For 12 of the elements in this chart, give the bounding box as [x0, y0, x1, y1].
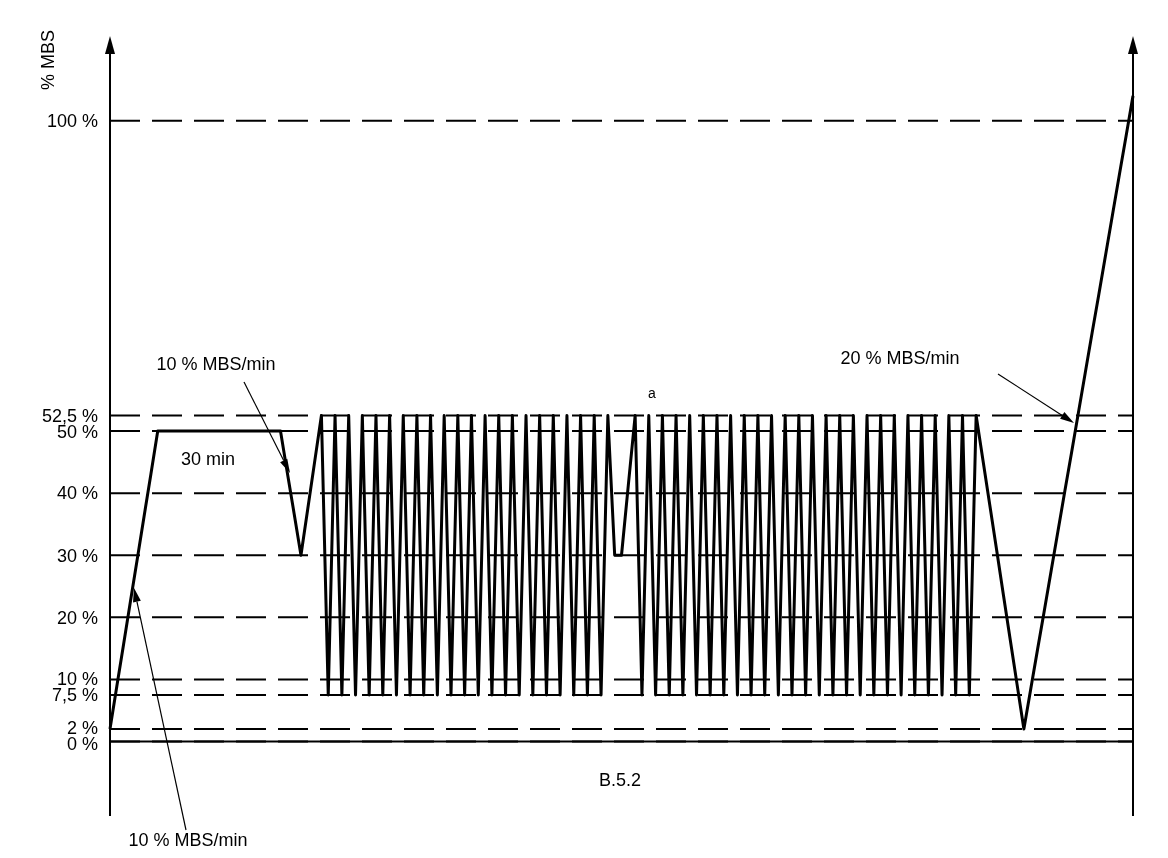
y-tick-label: 100 %: [46, 111, 98, 131]
y-tick-label: 40 %: [56, 483, 98, 504]
y-tick-label: 20 %: [56, 607, 98, 628]
y-tick-label: 30 %: [56, 545, 98, 566]
y-axis-title: % MBS: [38, 29, 58, 90]
y-tick-label: 7,5 %: [51, 685, 98, 706]
annotation: a: [648, 385, 657, 401]
annotation: B.5.2: [598, 770, 642, 790]
annotation: 30 min: [180, 449, 236, 469]
annotation: 10 % MBS/min: [156, 354, 276, 374]
text: 10 % MBS/min: [128, 830, 248, 850]
annotation: 20 % MBS/min: [840, 348, 960, 368]
